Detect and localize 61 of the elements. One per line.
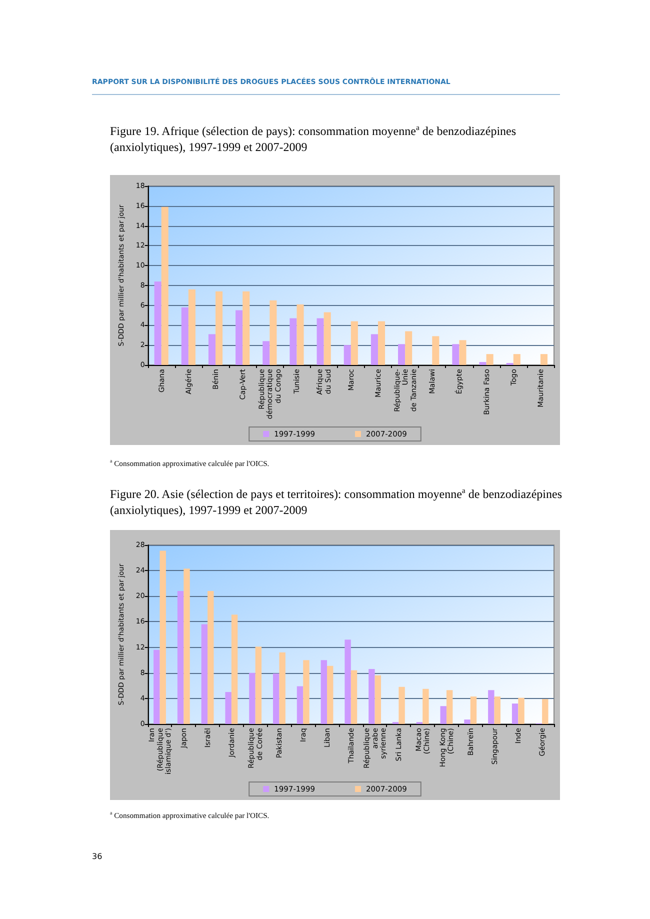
bar — [184, 568, 190, 724]
bar — [290, 318, 297, 365]
bar — [327, 666, 334, 724]
bar — [344, 640, 351, 724]
bar — [446, 690, 453, 724]
bar — [296, 686, 304, 724]
bar — [225, 692, 232, 724]
bar — [542, 699, 548, 724]
bar — [452, 344, 460, 365]
bar — [350, 321, 358, 365]
bar — [374, 675, 382, 724]
bar — [316, 318, 324, 365]
bar — [279, 652, 286, 724]
bar — [488, 690, 494, 724]
bar — [368, 669, 375, 724]
bar — [422, 688, 429, 724]
bar — [177, 591, 184, 724]
bar — [273, 673, 280, 724]
bar — [262, 341, 270, 365]
bar — [479, 362, 486, 365]
bar — [470, 696, 477, 724]
bar — [216, 291, 223, 365]
bar — [513, 354, 520, 365]
bar — [154, 650, 160, 724]
bar — [160, 550, 166, 724]
bar — [208, 591, 214, 724]
bar — [303, 660, 310, 724]
chart-title: Figure 20. Asie (sélection de pays et territoires): consommation moyenne$^{a}$ de benzodiazépines (anxiolytiques), 1997-1999 et 2007-2009 — [110, 486, 562, 517]
bar — [296, 304, 304, 365]
bar — [398, 686, 405, 724]
bar — [494, 696, 500, 724]
bar — [398, 344, 406, 365]
bar — [188, 289, 196, 365]
text: 36 — [92, 852, 102, 861]
bar — [249, 672, 256, 724]
bar — [486, 354, 494, 365]
bar — [350, 670, 358, 724]
bar — [236, 310, 243, 365]
bar — [270, 300, 277, 365]
bar — [231, 614, 238, 724]
bar — [161, 206, 168, 365]
bar — [378, 321, 386, 365]
bar — [512, 704, 518, 724]
bar — [405, 331, 412, 365]
bar — [432, 336, 440, 365]
bar — [464, 720, 470, 724]
bar — [540, 354, 548, 365]
bar — [242, 291, 250, 365]
bar — [440, 706, 446, 724]
bar — [320, 660, 328, 724]
bar — [201, 624, 208, 724]
bar — [344, 345, 351, 365]
bar — [324, 312, 331, 365]
chart-title: Figure 19. Afrique (sélection de pays): consommation moyenne$^{a}$ de benzodiazépines (anxiolytiques), 1997-1999 et 2007-2009 — [110, 123, 516, 154]
bar — [459, 340, 466, 365]
bar — [518, 698, 524, 724]
bar — [154, 281, 162, 365]
bar — [208, 334, 216, 365]
bar — [181, 307, 188, 365]
bar — [255, 646, 262, 724]
bar — [370, 334, 378, 365]
